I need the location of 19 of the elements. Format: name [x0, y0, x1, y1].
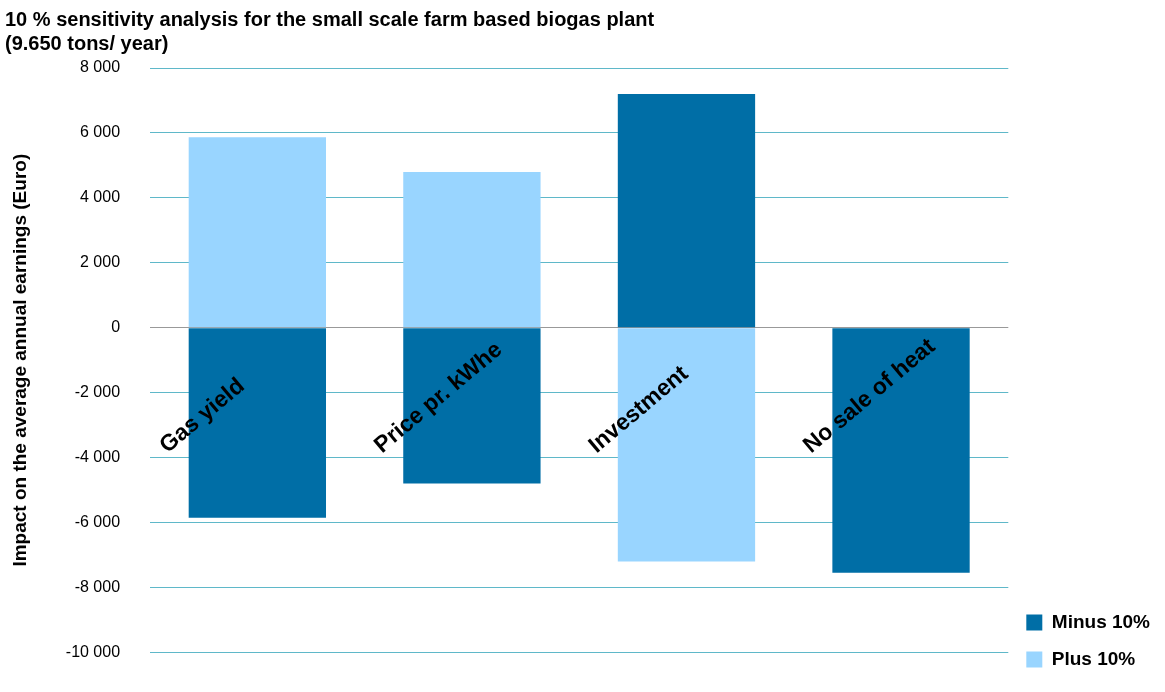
- bar: [617, 93, 756, 328]
- legend-label: Minus 10%: [1051, 610, 1151, 632]
- y-tick-label: 0: [111, 318, 121, 336]
- bar: [403, 171, 541, 328]
- y-tick-label: -10 000: [65, 642, 121, 660]
- x-tick-label: No sale of heat: [797, 332, 940, 458]
- y-tick-label: 2 000: [80, 253, 121, 271]
- bar: [188, 137, 327, 328]
- legend-label: Plus 10%: [1051, 647, 1136, 669]
- chart-title: 10 % sensitivity analysis for the small scale farm based biogas plant (9.650 tons/ year): [5, 7, 655, 54]
- y-tick-label: -8 000: [74, 577, 121, 595]
- y-tick-label: 6 000: [80, 123, 121, 141]
- y-tick-label: 8 000: [80, 58, 121, 76]
- y-tick-label: -2 000: [74, 383, 121, 401]
- y-tick-label: -4 000: [74, 448, 121, 466]
- bar: [832, 328, 970, 573]
- y-tick-label: 4 000: [80, 188, 121, 206]
- y-tick-label: -6 000: [74, 512, 121, 530]
- y-axis-title: Impact on the average annual earnings (Euro): [8, 153, 30, 567]
